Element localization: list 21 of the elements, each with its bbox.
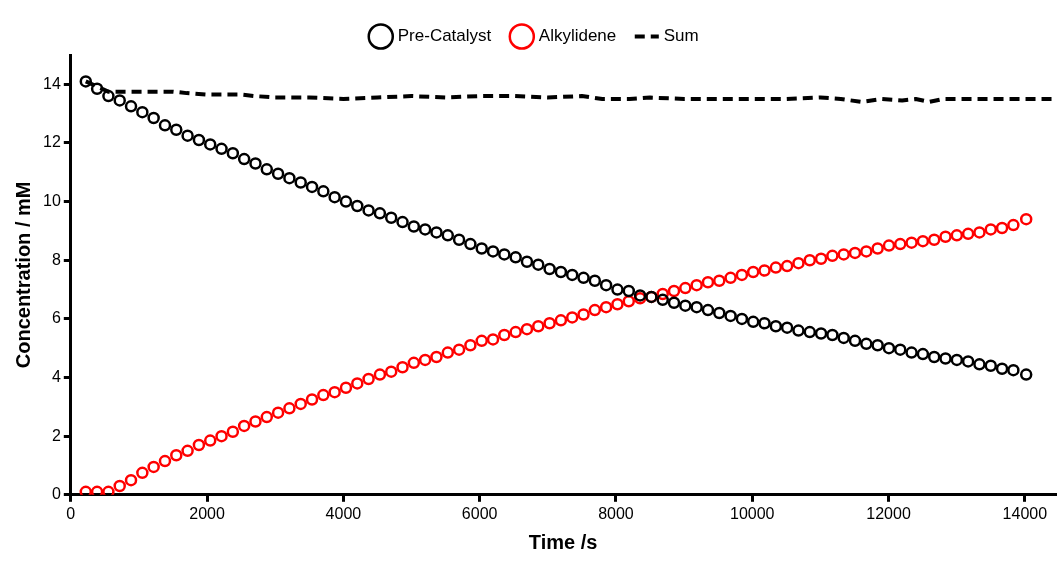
x-tick-label: 10000 — [730, 504, 775, 522]
y-tick-label: 2 — [51, 426, 61, 444]
x-tick-label: 12000 — [866, 504, 911, 522]
y-tick-label: 6 — [51, 309, 61, 327]
x-tick-label: 2000 — [189, 504, 225, 522]
y-tick-label: 0 — [51, 485, 61, 503]
x-tick-label: 0 — [66, 504, 76, 522]
y-tick-label: 4 — [51, 367, 61, 385]
x-tick-label: 8000 — [598, 504, 634, 522]
y-tick-label: 14 — [43, 74, 61, 92]
x-tick-label: 6000 — [461, 504, 498, 522]
legend-label: Sum — [663, 26, 699, 46]
legend-label: Alkylidene — [538, 26, 617, 46]
x-tick-label: 14000 — [1002, 504, 1048, 522]
y-tick-label: 10 — [43, 192, 61, 210]
legend-label: Pre-Catalyst — [397, 26, 492, 46]
x-axis-title: Time /s — [528, 530, 598, 553]
y-tick-label: 8 — [51, 250, 61, 268]
y-tick-label: 12 — [43, 133, 61, 151]
y-axis-title: Concentration / mM — [11, 181, 34, 369]
x-tick-label: 4000 — [325, 504, 362, 522]
